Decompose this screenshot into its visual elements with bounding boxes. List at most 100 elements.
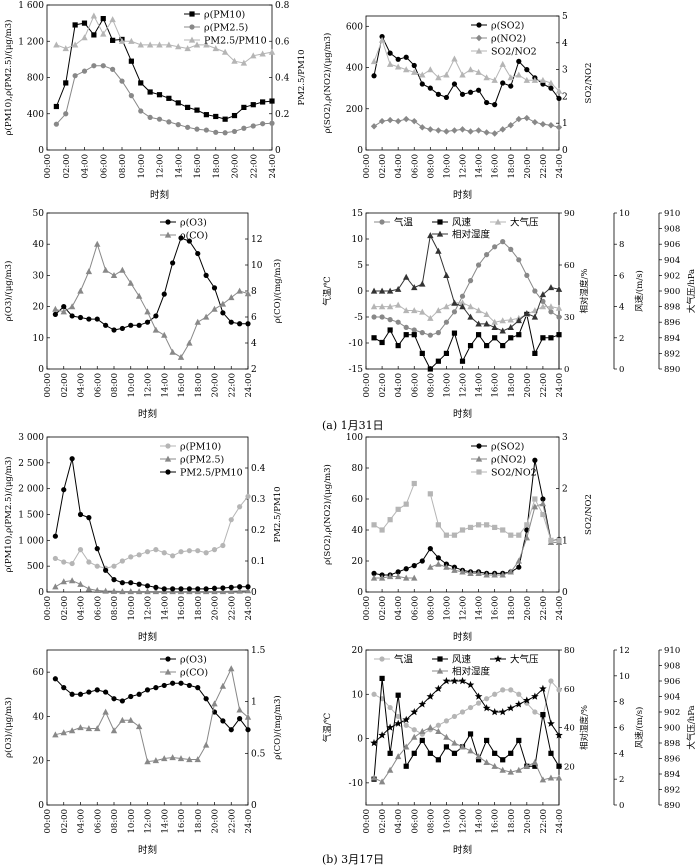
data-point (419, 280, 426, 287)
data-point (156, 92, 163, 98)
x-tick-label: 00:00 (43, 596, 53, 621)
data-point (403, 115, 410, 123)
data-point (515, 71, 522, 78)
axis-ws-tick-label: 2 (619, 775, 624, 785)
data-point (77, 580, 84, 587)
data-point (222, 130, 228, 136)
data-point (100, 63, 106, 69)
data-point (63, 111, 69, 117)
data-point (60, 578, 67, 585)
data-point (411, 480, 417, 487)
data-point (94, 725, 101, 732)
series-line (373, 117, 560, 135)
data-point (411, 727, 417, 733)
x-tick-label: 14:00 (475, 154, 485, 179)
data-point (435, 127, 442, 134)
plot-frame (46, 212, 249, 370)
legend-label: ρ(PM10) (180, 442, 221, 453)
data-point (451, 299, 458, 306)
series-0 (371, 678, 562, 737)
data-point (166, 119, 172, 125)
data-point (103, 567, 109, 573)
x-tick-label: 18:00 (507, 596, 517, 621)
axis-rh-tick-label: 30 (564, 313, 575, 323)
y-right-tick-label: 8 (251, 287, 257, 297)
series-0 (52, 235, 251, 333)
data-point (186, 682, 192, 689)
data-point (467, 128, 474, 135)
data-point (555, 124, 563, 131)
x-tick-label: 20:00 (211, 373, 221, 398)
data-point (386, 116, 394, 124)
data-point (459, 709, 466, 715)
data-point (475, 757, 482, 763)
y-right-tick-label: 0 (275, 146, 281, 156)
data-point (483, 320, 490, 327)
series-1 (52, 240, 252, 360)
x-tick-label: 18:00 (507, 809, 517, 834)
series-1 (52, 665, 252, 765)
data-point (539, 776, 547, 783)
data-point (403, 566, 409, 572)
data-point (119, 558, 125, 564)
data-point (53, 103, 59, 110)
data-point (379, 314, 385, 320)
data-point (498, 708, 507, 716)
data-point (211, 547, 218, 553)
data-point (91, 63, 97, 69)
data-point (475, 570, 482, 576)
data-point (506, 704, 515, 712)
data-point (531, 313, 539, 320)
data-point (147, 89, 153, 95)
x-axis-label: 时刻 (453, 844, 472, 856)
data-point (194, 107, 200, 113)
data-point (539, 303, 547, 310)
data-point (443, 532, 450, 538)
x-tick-label: 10:00 (442, 596, 452, 621)
data-point (467, 570, 474, 576)
data-point (435, 727, 442, 734)
data-point (435, 74, 442, 81)
y-axis-label: 气温/℃ (322, 713, 333, 742)
data-point (451, 55, 458, 62)
x-tick-label: 18:00 (194, 373, 204, 398)
data-point (467, 747, 474, 754)
data-point (203, 127, 209, 133)
legend: ρ(SO2) ρ(NO2) SO2/NO2 (471, 442, 537, 479)
data-point (443, 303, 450, 310)
data-point (195, 586, 201, 592)
series-line (55, 242, 249, 358)
data-point (110, 587, 118, 594)
data-point (153, 685, 159, 691)
x-tick-label: 20:00 (523, 373, 533, 398)
data-point (531, 118, 539, 126)
y-right-tick-label: 0.5 (251, 749, 266, 759)
x-tick-label: 02:00 (378, 154, 388, 179)
data-point (540, 298, 546, 304)
data-point (411, 117, 418, 125)
axis-p-tick-label: 898 (664, 303, 680, 313)
data-point (102, 587, 109, 594)
data-point (60, 729, 67, 736)
data-point (370, 58, 378, 65)
x-axis-label: 时刻 (138, 408, 157, 420)
series-1 (53, 63, 275, 136)
x-tick-label: 00:00 (43, 373, 53, 398)
series-3 (370, 724, 563, 785)
y-tick-label: 10 (352, 235, 364, 245)
data-point (370, 739, 378, 747)
y-right-tick-label: 4 (562, 39, 568, 49)
axis-p-tick-label: 906 (664, 677, 680, 687)
y-right-tick-label: 0 (251, 801, 257, 811)
data-point (169, 754, 176, 761)
data-point (395, 319, 401, 325)
data-point (418, 700, 427, 708)
data-point (403, 574, 410, 581)
data-point (52, 731, 59, 738)
data-point (194, 126, 200, 132)
x-tick-label: 02:00 (62, 154, 72, 179)
data-point (426, 692, 435, 700)
axis-p-tick-label: 898 (664, 739, 680, 749)
y-right-tick-label: 0.4 (275, 74, 290, 84)
